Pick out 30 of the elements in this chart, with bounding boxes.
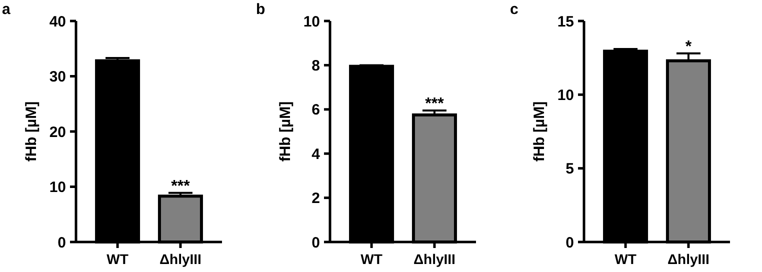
- y-tick-label: 2: [312, 190, 320, 208]
- x-tick-label: WT: [106, 251, 129, 267]
- y-tick-label: 15: [557, 13, 574, 30]
- y-tick-label: 10: [303, 13, 320, 30]
- y-tick-label: 0: [312, 234, 320, 252]
- x-tick-label: ΔhlyIII: [413, 251, 456, 267]
- y-tick-label: 4: [312, 146, 321, 163]
- annotation: ***: [171, 178, 191, 195]
- y-tick-label: 20: [49, 124, 66, 141]
- annotation: ***: [425, 96, 445, 113]
- y-tick-label: 0: [58, 234, 66, 252]
- y-tick-label: 5: [566, 160, 574, 178]
- annotation: *: [685, 38, 692, 56]
- x-tick-label: WT: [360, 251, 383, 267]
- x-tick-label: WT: [614, 251, 637, 267]
- y-axis-title: fHb [µM]: [531, 101, 548, 162]
- chart-title: c: [510, 1, 518, 18]
- x-tick-label: ΔhlyIII: [667, 251, 710, 267]
- chart-title: a: [2, 1, 11, 18]
- y-axis-title: fHb [µM]: [277, 101, 294, 162]
- y-tick-label: 40: [49, 13, 66, 30]
- chart-title: b: [256, 1, 266, 18]
- y-tick-label: 10: [49, 179, 66, 196]
- y-tick-label: 0: [566, 234, 574, 252]
- y-tick-label: 30: [49, 68, 66, 86]
- y-tick-label: 10: [557, 86, 574, 104]
- x-tick-label: ΔhlyIII: [159, 251, 202, 267]
- y-tick-label: 8: [312, 57, 320, 74]
- y-axis-title: fHb [µM]: [23, 101, 40, 162]
- y-tick-label: 6: [312, 102, 320, 119]
